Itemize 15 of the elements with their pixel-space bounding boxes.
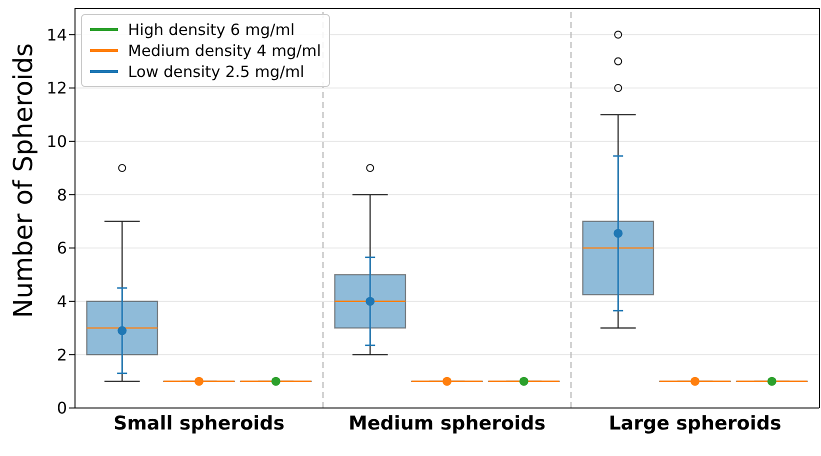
y-tick-label: 4 — [56, 292, 67, 312]
legend-label: Medium density 4 mg/ml — [128, 42, 322, 60]
x-tick-label: Medium spheroids — [348, 412, 546, 434]
y-tick-label: 0 — [56, 398, 67, 418]
x-tick-label: Large spheroids — [608, 412, 782, 434]
y-tick-label: 6 — [56, 238, 67, 258]
y-tick-label: 14 — [46, 25, 67, 44]
x-tick-label: Small spheroids — [113, 412, 285, 434]
y-tick-label: 8 — [56, 185, 67, 204]
y-tick-label: 2 — [56, 345, 67, 364]
legend-label: High density 6 mg/ml — [128, 20, 295, 38]
legend-label: Low density 2.5 mg/ml — [128, 62, 304, 80]
y-tick-label: 12 — [46, 78, 67, 98]
y-axis-title: Number of Spheroids — [9, 43, 40, 318]
y-tick-label: 10 — [46, 132, 67, 152]
